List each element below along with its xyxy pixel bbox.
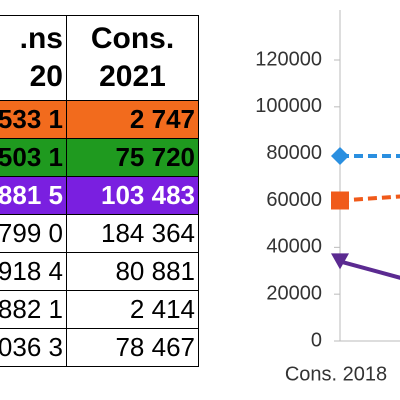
- y-tick-label: 0: [311, 329, 322, 351]
- table-cell: 2 414: [66, 290, 199, 329]
- header-text: ns.: [19, 22, 63, 55]
- table-cell: 78 467: [66, 328, 199, 367]
- table-row: 4 918 80 881: [0, 252, 199, 291]
- y-tick-label: 100000: [255, 95, 322, 117]
- header-text: 20: [29, 60, 63, 93]
- marker: [331, 191, 349, 210]
- table-cell: 4 918: [0, 252, 67, 291]
- table-row: 0 799 184 364: [0, 214, 199, 253]
- table-cell: 184 364: [66, 214, 199, 253]
- y-tick-label: 20000: [266, 282, 322, 304]
- table-cell: 103 483: [66, 176, 199, 215]
- header-cell: ns. 20: [0, 15, 67, 101]
- data-table: ns. 20 Cons. 2021 1 533 2 747 1 503 75 720 5 881…: [0, 15, 199, 367]
- y-tick-label: 80000: [266, 142, 322, 164]
- table-cell: 80 881: [66, 252, 199, 291]
- table-row: 3 036 78 467: [0, 328, 199, 367]
- series-line: [339, 194, 400, 203]
- table-cell: 75 720: [66, 138, 199, 177]
- series-line: [339, 259, 400, 280]
- header-text: Cons.: [90, 22, 175, 55]
- marker: [331, 253, 349, 270]
- table-cell: 5 881: [0, 176, 67, 215]
- header-text: 2021: [99, 60, 166, 93]
- table-row: 5 881 103 483: [0, 176, 199, 215]
- table-cell: 3 036: [0, 328, 67, 367]
- y-tick-label: 120000: [255, 48, 322, 70]
- table-row: 1 533 2 747: [0, 100, 199, 139]
- x-tick-label: Cons. 2018: [285, 363, 387, 385]
- table-row: 1 882 2 414: [0, 290, 199, 329]
- marker: [331, 147, 349, 166]
- table-cell: 0 799: [0, 214, 67, 253]
- table-cell: 2 747: [66, 100, 199, 139]
- table-cell: 1 882: [0, 290, 67, 329]
- y-tick-label: 40000: [266, 236, 322, 258]
- y-tick-label: 60000: [266, 189, 322, 211]
